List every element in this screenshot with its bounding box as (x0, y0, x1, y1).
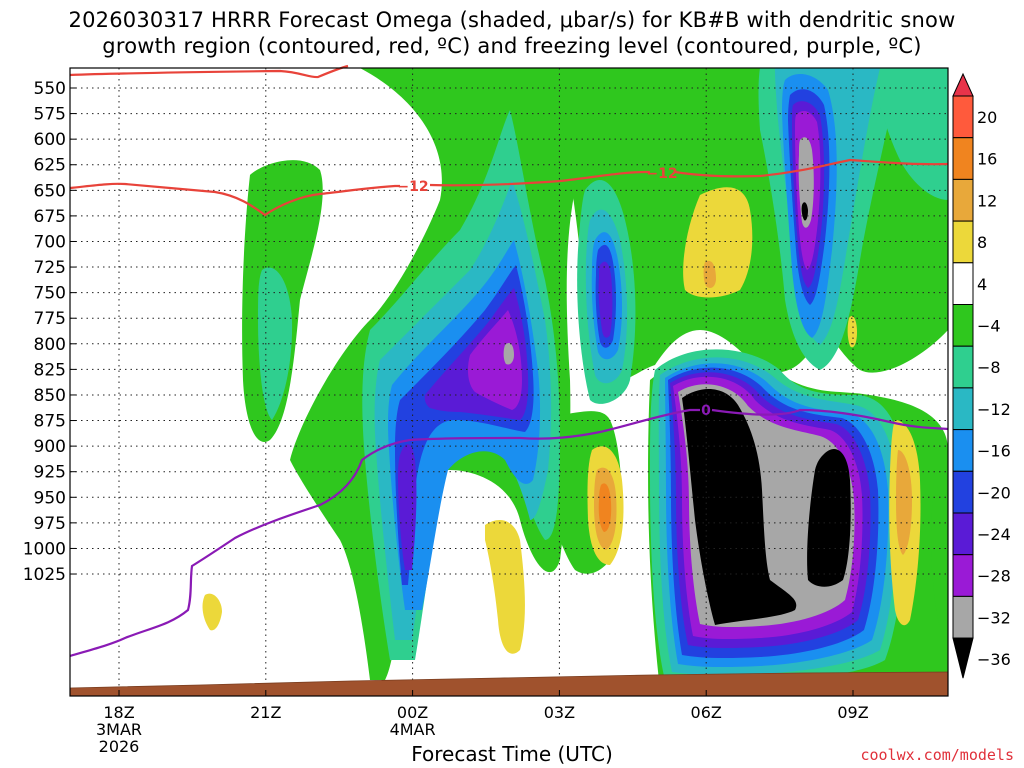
x-tick-label: 09Z (837, 703, 868, 722)
colorbar-arrow-bottom (952, 637, 974, 679)
y-tick-label: 700 (34, 232, 66, 252)
x-tick-label: 06Z (691, 703, 722, 722)
y-tick-label: 1025 (23, 565, 66, 585)
plot-frame (69, 67, 949, 697)
colorbar-level-label: 12 (977, 191, 997, 210)
colorbar-level-label: −20 (977, 483, 1011, 502)
y-tick-label: 775 (34, 309, 66, 329)
colorbar-level-label: −16 (977, 442, 1011, 461)
colorbar-swatch (952, 429, 974, 472)
colorbar-level-label: −8 (977, 358, 1001, 377)
y-tick-label: 750 (34, 284, 66, 304)
omega-region-very-strong (467, 310, 522, 410)
dendritic-contour-label: −12 (646, 166, 677, 182)
colorbar-swatch (952, 220, 974, 264)
y-tick-label: 975 (34, 514, 66, 534)
x-axis-title: Forecast Time (UTC) (411, 742, 613, 766)
y-tick-label: 550 (34, 79, 66, 99)
omega-region-downward (703, 260, 716, 288)
y-axis: 550 575 600 625 650 675 700 725 750 775 800 825 850 8… (23, 79, 76, 585)
omega-region-extreme (682, 388, 797, 625)
colorbar-swatch (952, 470, 974, 514)
dendritic-contour-label: −12 (397, 179, 428, 195)
omega-region-moderate (258, 267, 293, 420)
y-tick-label: 825 (34, 360, 66, 380)
dendritic-contour-line (69, 158, 949, 217)
colorbar-arrow-top (952, 72, 974, 97)
y-tick-label: 675 (34, 207, 66, 227)
grid-lines (70, 68, 948, 696)
colorbar-level-label: 4 (977, 275, 987, 294)
omega-region-very-strong (398, 444, 417, 570)
omega-shading (202, 68, 948, 690)
colorbar-swatch (952, 137, 974, 180)
x-tick-sublabel: 4MAR (390, 720, 436, 739)
colorbar-level-label: −32 (977, 608, 1011, 627)
y-tick-label: 800 (34, 335, 66, 355)
colorbar-swatch (952, 554, 974, 597)
colorbar-swatch (952, 262, 974, 305)
colorbar: 20 16 12 8 4 −4 −8 −12 −16 −20 −24 −28 −32 −36 (952, 72, 1011, 679)
y-tick-label: 1000 (23, 539, 66, 559)
colorbar-level-label: −36 (977, 650, 1011, 669)
omega-region-extreme (801, 202, 808, 221)
x-tick-label: 18Z (103, 703, 134, 722)
colorbar-level-label: −28 (977, 567, 1011, 586)
colorbar-level-label: −4 (977, 317, 1001, 336)
colorbar-swatch (952, 345, 974, 389)
y-tick-label: 600 (34, 130, 66, 150)
colorbar-level-label: 8 (977, 233, 987, 252)
x-tick-sublabel: 2026 (99, 737, 140, 756)
omega-region-downward (683, 187, 753, 298)
colorbar-swatch (952, 95, 974, 139)
colorbar-swatch (952, 512, 974, 556)
y-tick-label: 575 (34, 105, 66, 125)
y-tick-label: 850 (34, 386, 66, 406)
y-tick-label: 625 (34, 156, 66, 176)
y-tick-label: 875 (34, 412, 66, 432)
x-tick-label: 21Z (250, 703, 281, 722)
chart-title-line-2: growth region (contoured, red, ºC) and f… (102, 34, 922, 58)
freezing-level-contour-label: 0 (701, 403, 711, 419)
x-tick-sublabel: 3MAR (96, 720, 142, 739)
colorbar-swatch (952, 178, 974, 222)
omega-region-moderate (870, 68, 948, 200)
omega-region-very-strong (598, 261, 613, 338)
freezing-level-contour-line (69, 408, 949, 658)
colorbar-level-label: 16 (977, 150, 997, 169)
y-tick-label: 925 (34, 463, 66, 483)
y-tick-label: 950 (34, 488, 66, 508)
colorbar-level-label: −24 (977, 525, 1011, 544)
y-tick-label: 725 (34, 258, 66, 278)
omega-region-weak-upward (931, 485, 948, 640)
x-tick-label: 00Z (397, 703, 428, 722)
y-tick-label: 650 (34, 181, 66, 201)
chart-title-line-1: 2026030317 HRRR Forecast Omega (shaded, … (68, 8, 956, 32)
x-tick-label: 03Z (544, 703, 575, 722)
credit-text: coolwx.com/models (860, 746, 1014, 764)
omega-region-downward (485, 520, 525, 654)
colorbar-level-label: −12 (977, 400, 1011, 419)
omega-region-extreme (503, 343, 514, 365)
colorbar-swatch (952, 387, 974, 431)
omega-region-downward (202, 593, 222, 631)
colorbar-swatch (952, 304, 974, 347)
colorbar-level-label: 20 (977, 108, 997, 127)
dendritic-contour-line (69, 64, 349, 79)
omega-region-downward (896, 450, 912, 555)
omega-region-extreme (807, 448, 851, 587)
omega-region-downward (847, 315, 857, 348)
colorbar-swatch (952, 595, 974, 639)
y-tick-label: 900 (34, 437, 66, 457)
omega-region-downward (598, 483, 612, 532)
